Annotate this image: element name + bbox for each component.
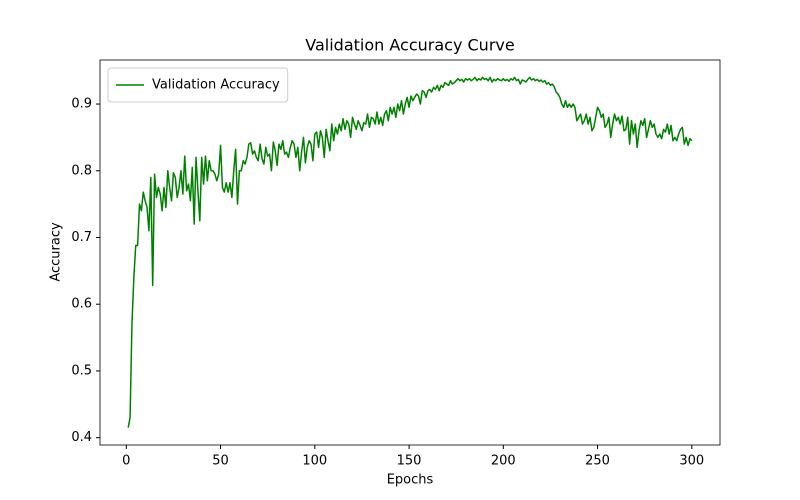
y-tick-label: 0.5	[71, 363, 92, 378]
legend-box	[107, 67, 289, 103]
plot-frame	[99, 59, 721, 446]
x-axis-label: Epochs	[387, 473, 434, 488]
y-tick-label: 0.6	[71, 297, 92, 312]
y-tick-label: 0.9	[71, 97, 92, 112]
x-tick-label: 100	[302, 454, 327, 469]
y-tick-label: 0.8	[71, 163, 92, 178]
x-tick-label: 250	[585, 454, 610, 469]
chart-title: Validation Accuracy Curve	[305, 36, 514, 55]
data-line	[127, 76, 693, 428]
y-tick-label: 0.7	[71, 230, 92, 245]
y-tick-label: 0.4	[71, 430, 92, 445]
x-tick-label: 200	[491, 454, 516, 469]
legend-label: Validation Accuracy	[152, 78, 280, 93]
y-axis-label: Accuracy	[49, 222, 64, 282]
x-tick-label: 300	[679, 454, 704, 469]
x-tick-label: 0	[122, 454, 130, 469]
x-tick-label: 50	[212, 454, 229, 469]
x-tick-label: 150	[397, 454, 422, 469]
